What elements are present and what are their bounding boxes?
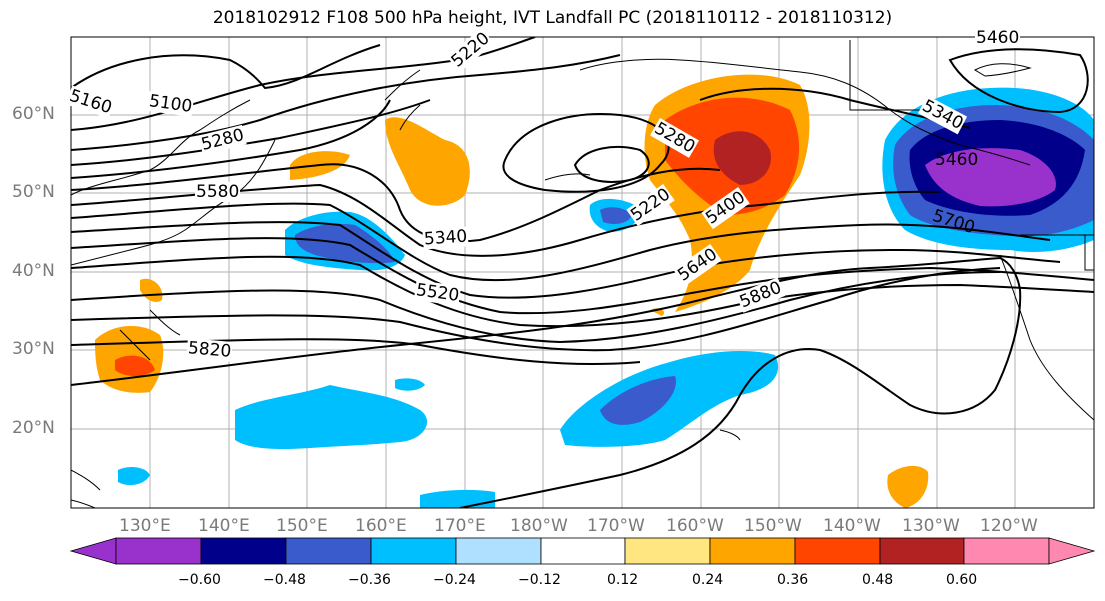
colorbar bbox=[69, 537, 1096, 565]
negative-ivt-anomaly bbox=[118, 87, 1094, 508]
plot-frame bbox=[70, 36, 1095, 509]
colorbar-tick-label: 0.36 bbox=[777, 572, 809, 588]
longitude-label: 130°E bbox=[119, 516, 171, 536]
colorbar-swatch bbox=[963, 537, 1050, 565]
colorbar-swatch bbox=[540, 537, 626, 565]
colorbar-swatch bbox=[794, 537, 881, 565]
map-plot bbox=[71, 37, 1094, 508]
contour-label: 5460 bbox=[935, 150, 979, 170]
longitude-label: 140°W bbox=[823, 516, 881, 536]
latitude-label: 60°N bbox=[12, 104, 55, 124]
contour-label: 5820 bbox=[186, 338, 234, 362]
colorbar-swatch bbox=[115, 537, 202, 565]
colorbar-tick-label: 0.60 bbox=[946, 572, 978, 588]
map-title: 2018102912 F108 500 hPa height, IVT Land… bbox=[212, 8, 893, 28]
colorbar-swatch bbox=[200, 537, 287, 565]
colorbar-tick-label: −0.24 bbox=[433, 572, 476, 588]
colorbar-tick-label: 0.48 bbox=[862, 572, 894, 588]
colorbar-tick-label: 0.12 bbox=[607, 572, 639, 588]
colorbar-swatch bbox=[285, 537, 372, 565]
colorbar-swatch bbox=[624, 537, 711, 565]
longitude-label: 170°E bbox=[434, 516, 486, 536]
colorbar-swatch bbox=[879, 537, 965, 565]
colorbar-swatch bbox=[370, 537, 457, 565]
colorbar-tick-label: 0.24 bbox=[692, 572, 724, 588]
colorbar-swatch bbox=[709, 537, 796, 565]
colorbar-tick-label: −0.36 bbox=[348, 572, 391, 588]
latitude-label: 40°N bbox=[12, 261, 55, 281]
contour-label: 5340 bbox=[422, 226, 469, 250]
latitude-label: 30°N bbox=[12, 339, 55, 359]
longitude-label: 120°W bbox=[980, 516, 1038, 536]
longitude-label: 150°W bbox=[744, 516, 802, 536]
longitude-label: 180°W bbox=[510, 516, 568, 536]
longitude-label: 160°W bbox=[666, 516, 724, 536]
latitude-label: 50°N bbox=[12, 182, 55, 202]
colorbar-extend-high bbox=[1048, 537, 1096, 565]
latitude-label: 20°N bbox=[12, 418, 55, 438]
contour-label: 5580 bbox=[195, 182, 241, 202]
colorbar-swatch bbox=[455, 537, 542, 565]
longitude-label: 140°E bbox=[198, 516, 250, 536]
colorbar-tick-label: −0.60 bbox=[178, 572, 221, 588]
longitude-label: 160°E bbox=[355, 516, 407, 536]
colorbar-extend-low bbox=[69, 537, 117, 565]
colorbar-tick-label: −0.48 bbox=[263, 572, 306, 588]
colorbar-tick-label: −0.12 bbox=[518, 572, 561, 588]
longitude-label: 150°E bbox=[276, 516, 328, 536]
contour-label: 5460 bbox=[975, 28, 1021, 48]
longitude-label: 170°W bbox=[587, 516, 645, 536]
longitude-label: 130°W bbox=[902, 516, 960, 536]
